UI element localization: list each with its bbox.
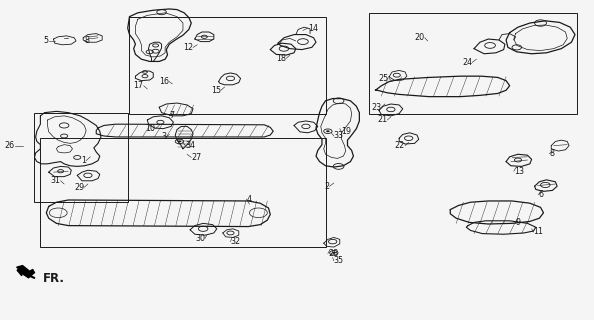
- Text: 9: 9: [516, 218, 521, 227]
- Text: 26: 26: [5, 141, 15, 150]
- Text: 5: 5: [43, 36, 49, 45]
- Text: 6: 6: [538, 190, 543, 199]
- Text: 28: 28: [328, 249, 338, 258]
- Text: 18: 18: [276, 54, 286, 63]
- Text: 20: 20: [415, 33, 425, 42]
- Text: 32: 32: [230, 237, 241, 246]
- Text: 31: 31: [50, 176, 61, 185]
- Text: 14: 14: [308, 24, 318, 33]
- Circle shape: [178, 140, 181, 142]
- Text: 33: 33: [334, 132, 344, 140]
- Text: 19: 19: [342, 127, 352, 136]
- Text: 10: 10: [146, 124, 156, 133]
- Text: 16: 16: [159, 77, 169, 86]
- Circle shape: [332, 252, 336, 254]
- Bar: [129, 17, 326, 114]
- Text: FR.: FR.: [43, 272, 65, 285]
- Text: 13: 13: [514, 167, 524, 176]
- Text: 21: 21: [377, 116, 387, 124]
- Text: 2: 2: [324, 182, 330, 191]
- Text: 35: 35: [334, 256, 344, 265]
- Text: 1: 1: [81, 156, 86, 165]
- Text: 34: 34: [185, 141, 195, 150]
- Text: 12: 12: [183, 43, 193, 52]
- Text: 29: 29: [74, 183, 84, 192]
- Text: 30: 30: [195, 234, 205, 243]
- Polygon shape: [17, 266, 34, 278]
- Text: 3: 3: [162, 132, 166, 141]
- Bar: [34, 113, 128, 202]
- Text: 23: 23: [371, 103, 381, 112]
- Text: 27: 27: [191, 153, 201, 162]
- Text: 7: 7: [169, 111, 175, 120]
- Text: 4: 4: [247, 195, 251, 204]
- Text: 8: 8: [549, 149, 554, 158]
- Text: 17: 17: [134, 81, 144, 90]
- Text: 24: 24: [462, 58, 472, 67]
- Text: 25: 25: [379, 74, 389, 83]
- Text: 11: 11: [533, 228, 544, 236]
- Bar: [369, 13, 577, 114]
- Text: 15: 15: [211, 86, 221, 95]
- Circle shape: [326, 130, 330, 132]
- Bar: [40, 138, 326, 247]
- Text: 22: 22: [395, 141, 405, 150]
- Text: 8: 8: [84, 36, 89, 45]
